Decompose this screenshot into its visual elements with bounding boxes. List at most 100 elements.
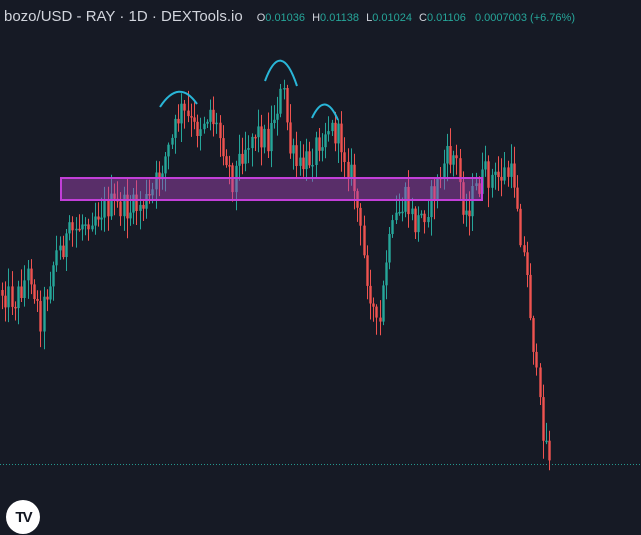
candle-body [292,145,295,154]
candle-body [535,351,538,368]
candle-body [132,194,135,213]
candle-body [379,317,382,322]
candle-body [270,123,273,152]
candle-body [443,163,446,178]
candle-body [203,123,206,130]
candle-body [417,215,420,233]
candle-body [87,224,90,230]
candle-body [225,156,228,166]
candle-body [337,123,340,144]
candles-group [1,79,551,471]
candle-body [135,194,138,211]
candle-body [276,113,279,120]
high-value: 0.01138 [320,12,359,24]
candle-body [199,129,202,136]
candle-body [366,255,369,286]
candle-body [81,224,84,230]
candle-body [247,148,250,150]
tradingview-logo-icon[interactable]: TV [6,500,40,534]
candle-body [331,122,334,132]
right-shoulder-arc[interactable] [311,103,339,121]
candle-body [420,213,423,216]
candle-body [110,193,113,217]
candle-body [174,118,177,138]
candle-body [4,295,7,308]
candle-body [263,128,266,148]
candle-body [254,136,257,139]
candle-body [129,212,132,219]
candle-body [471,186,474,217]
candle-body [391,220,394,234]
candle-body [510,163,513,177]
candle-body [206,121,209,124]
candle-body [327,131,330,135]
candle-body [75,228,78,231]
candle-body [27,268,30,281]
candle-body [414,208,417,233]
candle-body [321,147,324,151]
support-zone[interactable] [60,177,483,201]
head-arc[interactable] [264,59,298,87]
candle-body [401,211,404,214]
candle-body [529,274,532,319]
candle-body [395,212,398,221]
candle-body [526,252,529,275]
candle-body [119,201,122,217]
candle-body [475,183,478,186]
candle-body [97,216,100,220]
candle-body [500,176,503,181]
candle-body [158,172,161,180]
candle-body [311,165,314,167]
candle-body [478,183,481,194]
candle-body [446,146,449,164]
candle-body [468,210,471,217]
candle-body [171,137,174,145]
high-label: H [312,12,321,24]
candle-body [302,157,305,170]
candle-body [295,145,298,166]
candle-body [334,122,337,144]
candle-body [516,187,519,209]
candle-body [190,116,193,118]
candle-body [388,234,391,263]
candle-body [151,189,154,196]
candle-body [142,204,145,209]
candle-body [33,284,36,299]
candle-body [100,217,103,220]
candle-body [286,88,289,123]
candle-body [46,296,49,300]
candle-body [411,208,414,215]
candle-body [283,88,286,90]
open-label: O [256,12,266,24]
ohlc-readout: O0.01036 H0.01138 L0.01024 C0.01106 0.00… [253,12,575,24]
candle-body [180,103,183,124]
candle-body [513,163,516,188]
candle-body [340,123,343,153]
candle-body [430,186,433,218]
close-label: C [419,12,427,24]
candle-body [347,161,350,178]
candle-body [299,157,302,166]
candle-body [209,109,212,122]
candle-body [308,151,311,166]
change-value: 0.0007003 (+6.76%) [474,12,575,24]
candle-body [305,151,308,170]
candle-body [433,186,436,200]
candle-body [542,397,545,441]
candle-body [71,222,74,231]
candle-body [219,122,222,139]
candle-body [494,171,497,175]
candle-body [375,306,378,318]
candle-body [52,265,55,287]
candle-body [68,222,71,234]
candle-body [523,245,526,253]
candle-body [167,144,170,157]
left-shoulder-arc[interactable] [159,90,198,108]
candle-body [193,117,196,122]
candle-body [107,199,110,217]
candle-body [343,152,346,162]
candle-body [215,122,218,125]
candle-body [43,296,46,332]
candle-body [545,440,548,443]
